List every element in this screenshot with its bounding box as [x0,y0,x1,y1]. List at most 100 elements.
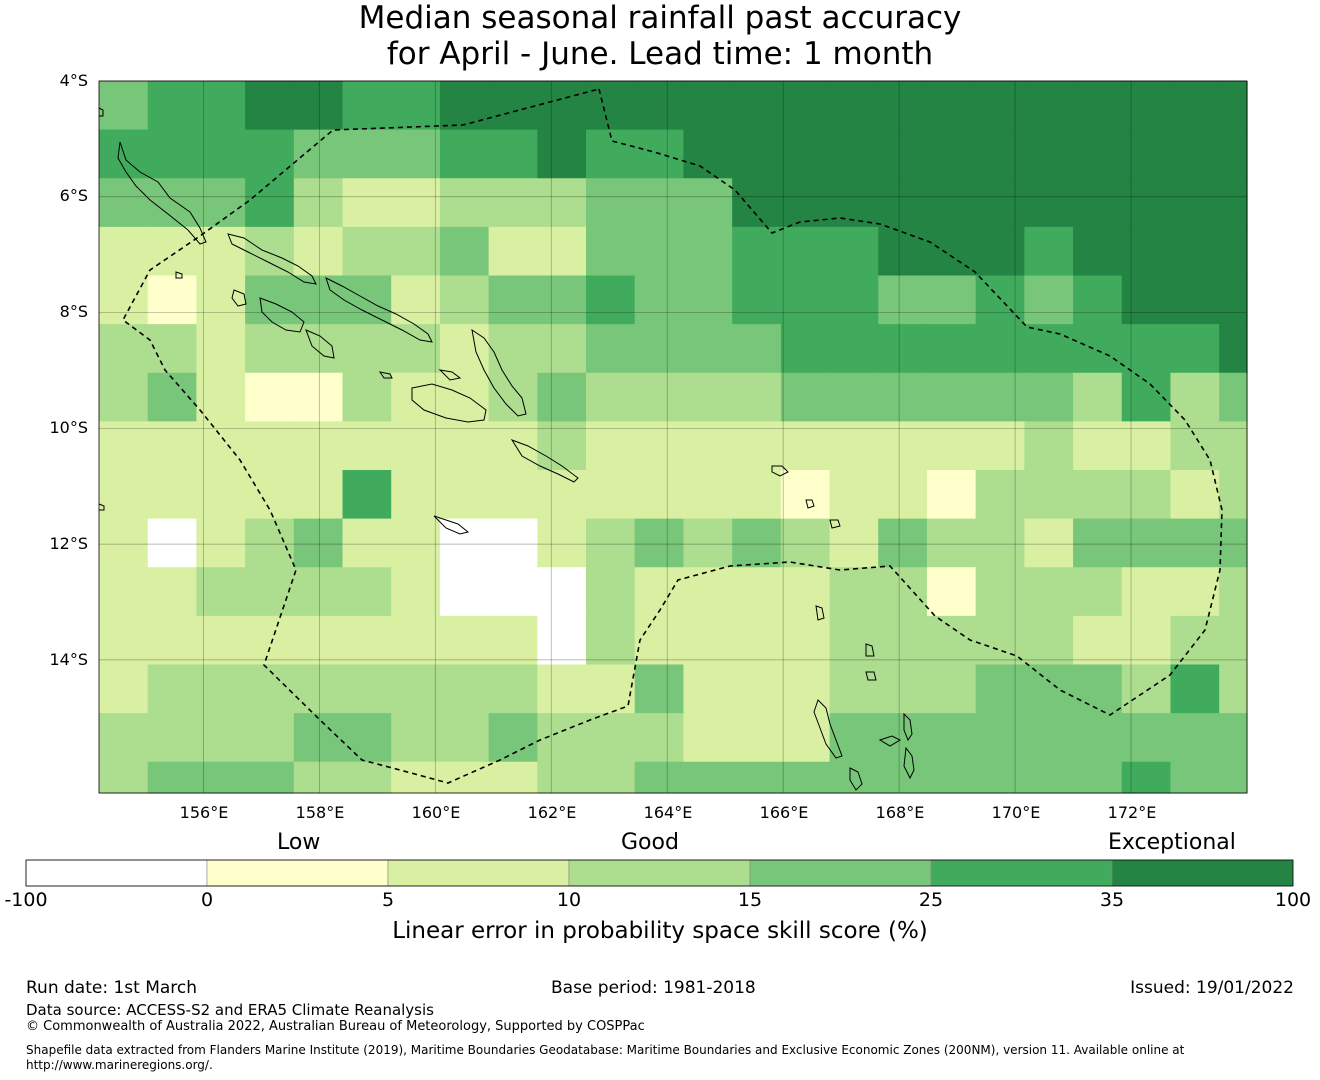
skill-cell [586,372,636,422]
skill-cell [99,226,149,277]
skill-cell [829,324,879,374]
skill-cell [99,324,149,374]
skill-cell [488,615,538,666]
skill-cell [926,713,977,763]
skill-cell [1219,81,1248,131]
colorbar-tick: 25 [918,889,944,911]
skill-cell [1219,275,1248,325]
map-frame [98,80,1248,794]
lon-label: 172°E [1107,803,1157,822]
skill-cell [683,761,733,794]
skill-cell [245,421,295,471]
skill-cell [488,178,538,228]
skill-cell [1073,518,1123,568]
skill-cell [488,129,538,179]
skill-cell [391,324,441,374]
colorbar-swatch [1111,859,1294,887]
coastline-russell [378,371,393,379]
skill-cell [196,615,246,666]
skill-cell [196,567,246,617]
skill-cell [1121,226,1172,277]
skill-cell [1024,178,1074,228]
skill-cell [1024,421,1074,471]
skill-cell [926,226,977,277]
skill-cell [1170,567,1220,617]
skill-cell [975,372,1025,422]
skill-cell [147,324,197,374]
run-date: Run date: 1st March [26,978,198,998]
skill-cell [488,324,538,374]
coastline-png-edge-2 [98,503,105,511]
skill-cell [1073,324,1123,374]
skill-cell [878,324,928,374]
skill-cell [196,518,246,568]
skill-cell [1121,713,1172,763]
skill-cell [586,664,636,714]
skill-cell [634,226,685,277]
skill-cell [975,713,1025,763]
skill-cell [829,275,879,325]
skill-cell [1073,664,1123,714]
skill-cell [829,664,879,714]
skill-cell [99,664,149,714]
data-source: Data source: ACCESS-S2 and ERA5 Climate … [26,1001,434,1019]
skill-cell [829,81,879,131]
skill-cell [391,372,441,422]
skill-cell [1024,664,1074,714]
skill-cell [975,761,1025,794]
skill-cell [293,761,344,794]
skill-cell [1024,518,1074,568]
skill-cell [391,567,441,617]
skill-cell [391,178,441,228]
colorbar-tick: -100 [4,889,48,911]
skill-cell [634,178,685,228]
skill-cell [99,567,149,617]
skill-cell [537,615,587,666]
skill-cell [1121,324,1172,374]
skill-cell [342,324,392,374]
skill-cell [391,518,441,568]
skill-cell [147,81,197,131]
skill-cell [99,615,149,666]
skill-cell [732,275,782,325]
skill-cell [439,421,490,471]
skill-cell [634,761,685,794]
skill-cell [1219,761,1248,794]
skill-cell [147,713,197,763]
skill-cell [780,324,831,374]
skill-cell [147,226,197,277]
coastlines [98,107,915,791]
skill-cell [293,421,344,471]
skill-cell [245,518,295,568]
skill-cell [732,518,782,568]
skill-cell [1073,372,1123,422]
skill-cell [780,664,831,714]
skill-cell [926,421,977,471]
skill-cell [245,567,295,617]
coastline-vella-lavella [231,289,247,307]
skill-cell [975,518,1025,568]
colorbar-swatch [387,859,570,887]
skill-cell [878,567,928,617]
skill-cell [293,567,344,617]
skill-cell [975,421,1025,471]
lon-label: 170°E [991,803,1041,822]
skill-cell [342,518,392,568]
skill-cell [1121,129,1172,179]
skill-cell [1121,567,1172,617]
skill-cell [488,275,538,325]
skill-cell [1219,178,1248,228]
skill-cell [488,664,538,714]
coastline-utupua [805,499,815,509]
skill-cell [439,81,490,131]
skill-cell [245,324,295,374]
skill-cell [293,664,344,714]
skill-cell [683,372,733,422]
colorbar-tick: 5 [381,889,395,911]
skill-cell [99,275,149,325]
copyright: © Commonwealth of Australia 2022, Austra… [26,1019,645,1034]
skill-cell [293,518,344,568]
skill-cell [245,178,295,228]
coastline-guadalcanal [411,383,487,423]
skill-cell [1024,470,1074,520]
